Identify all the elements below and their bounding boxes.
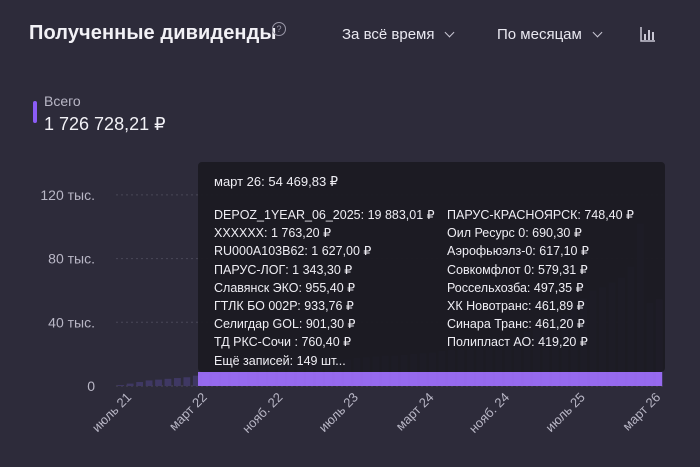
tooltip-item: XXXXXX: 1 763,20 ₽: [214, 226, 332, 241]
bar[interactable]: [145, 380, 153, 386]
page-title: Полученные дивиденды: [29, 22, 277, 44]
tooltip-item: Славянск ЭКО: 955,40 ₽: [214, 280, 356, 295]
tooltip-item: Совкомфлот 0: 579,31 ₽: [447, 262, 588, 277]
tooltip-item: Россельхозба: 497,35 ₽: [447, 280, 584, 295]
grouping-select[interactable]: По месяцам: [497, 26, 603, 43]
bar[interactable]: [136, 382, 144, 386]
legend-total-value: 1 726 728,21 ₽: [44, 114, 166, 134]
tooltip-item: ГТЛК БО 002Р: 933,76 ₽: [214, 298, 354, 313]
tooltip-item: RU000A103B62: 1 627,00 ₽: [214, 244, 372, 259]
bar[interactable]: [183, 377, 191, 386]
bar[interactable]: [117, 385, 125, 386]
legend-color-marker: [33, 101, 37, 123]
grouping-select-label: По месяцам: [497, 26, 582, 43]
period-select-label: За всё время: [342, 26, 435, 43]
question-circle-icon[interactable]: ?: [272, 22, 286, 36]
tooltip-item: ТД РКС-Сочи : 760,40 ₽: [214, 335, 352, 350]
tooltip-title: март 26: 54 469,83 ₽: [214, 174, 339, 189]
bar[interactable]: [192, 375, 200, 386]
tooltip-right-column: ПАРУС-КРАСНОЯРСК: 748,40 ₽ Оил Ресурс 0: …: [447, 206, 634, 352]
y-tick-label: 80 тыс.: [48, 251, 95, 267]
x-tick-label: март 24: [393, 390, 437, 434]
bar[interactable]: [126, 383, 134, 386]
tooltip-item: DEPOZ_1YEAR_06_2025: 19 883,01 ₽: [214, 208, 435, 222]
header: Полученные дивиденды ? За всё время По м…: [29, 20, 679, 50]
tooltip-item: ПАРУС-КРАСНОЯРСК: 748,40 ₽: [447, 208, 634, 222]
y-tick-label: 120 тыс.: [40, 187, 95, 203]
chart-tooltip: март 26: 54 469,83 ₽ DEPOZ_1YEAR_06_2025…: [198, 162, 665, 372]
tooltip-item: Аэрофьюэлз-0: 617,10 ₽: [447, 244, 589, 259]
tooltip-item: ХК Новотранс: 461,89 ₽: [447, 298, 585, 313]
x-tick-label: июль 21: [89, 390, 134, 435]
tooltip-item: Полипласт АО: 419,20 ₽: [447, 335, 588, 350]
bar[interactable]: [174, 378, 181, 386]
tooltip-item: Ещё записей: 149 шт...: [214, 353, 346, 368]
tooltip-item: Синара Транс: 461,20 ₽: [447, 317, 585, 332]
bar[interactable]: [164, 378, 172, 386]
x-tick-label: март 26: [619, 390, 663, 434]
hover-highlight-band: [198, 372, 662, 386]
legend-series-name: Всего: [44, 93, 81, 109]
tooltip-item: Оил Ресурс 0: 690,30 ₽: [447, 226, 582, 241]
x-tick-label: нояб. 24: [466, 390, 512, 436]
x-tick-label: нояб. 22: [239, 390, 285, 436]
tooltip-left-column: DEPOZ_1YEAR_06_2025: 19 883,01 ₽ XXXXXX: …: [214, 206, 435, 370]
bar-chart-icon[interactable]: [640, 26, 656, 42]
x-tick-label: июль 23: [316, 390, 361, 435]
x-tick-label: июль 25: [542, 390, 587, 435]
x-tick-label: март 22: [166, 390, 210, 434]
bar[interactable]: [155, 379, 162, 386]
period-select[interactable]: За всё время: [342, 26, 455, 43]
tooltip-item: Селигдар GOL: 901,30 ₽: [214, 317, 356, 332]
y-tick-label: 0: [87, 378, 95, 394]
y-tick-label: 40 тыс.: [48, 314, 95, 330]
tooltip-item: ПАРУС-ЛОГ: 1 343,30 ₽: [214, 262, 353, 277]
